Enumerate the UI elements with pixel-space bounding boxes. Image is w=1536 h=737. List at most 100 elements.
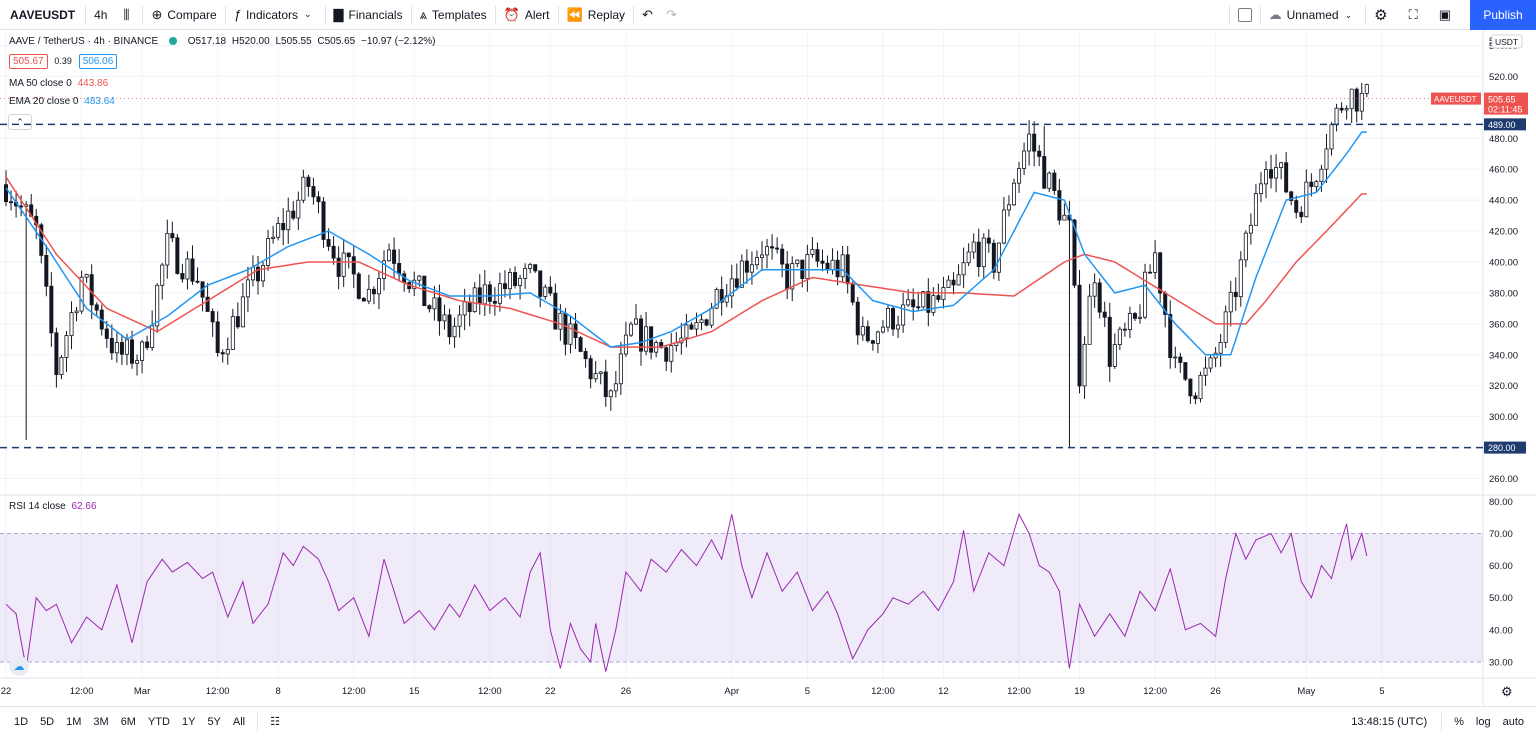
- candle-body: [442, 314, 447, 322]
- range-button-ytd[interactable]: YTD: [147, 715, 170, 728]
- candle-body: [74, 310, 79, 314]
- price-tick-label: 260.00: [1489, 474, 1518, 485]
- ema-label: EMA 20 close 0: [9, 96, 79, 107]
- chevron-down-icon: ⌄: [304, 9, 312, 19]
- level-price-badge: [1484, 118, 1526, 131]
- legend-rsi[interactable]: RSI 14 close 62.66: [9, 501, 97, 512]
- candle-body: [583, 351, 588, 360]
- fullscreen-button[interactable]: ⛶: [1401, 0, 1431, 30]
- candle-body: [528, 264, 533, 269]
- rsi-band-fill: [0, 533, 1483, 662]
- time-tick-label: 19: [1074, 686, 1085, 697]
- candle-body: [1047, 172, 1052, 189]
- candle-body: [392, 249, 397, 264]
- candle-body: [694, 322, 699, 330]
- alert-button[interactable]: ⏰ Alert: [496, 0, 558, 30]
- replay-button[interactable]: ⏪ Replay: [559, 0, 634, 30]
- legend-ma[interactable]: MA 50 close 0 443.86: [9, 78, 108, 89]
- toolbar-right: ☁ Unnamed ⌄ ⚙ ⛶ ▣: [1228, 0, 1464, 30]
- plus-circle-icon: ⊕: [151, 6, 163, 22]
- ma-label: MA 50 close 0: [9, 78, 72, 89]
- candle-body: [215, 321, 220, 353]
- candle-body: [523, 268, 528, 279]
- currency-badge[interactable]: [1491, 34, 1523, 49]
- collapse-legend-button[interactable]: ⌃: [8, 114, 32, 130]
- last-price-badge: [1484, 92, 1528, 115]
- candle-body: [1334, 107, 1339, 126]
- candle-body: [245, 279, 250, 298]
- financials-button[interactable]: ▇ Financials: [326, 0, 411, 30]
- range-button-5y[interactable]: 5Y: [207, 715, 221, 728]
- snapshot-button[interactable]: ▣: [1431, 0, 1464, 30]
- candle-body: [830, 259, 835, 271]
- bid-price-button[interactable]: 505.67: [9, 54, 48, 69]
- auto-toggle[interactable]: auto: [1502, 716, 1524, 728]
- candle-body: [845, 254, 850, 285]
- separator: [142, 5, 144, 24]
- range-button-1d[interactable]: 1D: [14, 715, 29, 728]
- chart-type-button[interactable]: ⫼: [115, 0, 142, 30]
- symbol-search-button[interactable]: AAVEUSDT: [10, 7, 76, 22]
- time-tick-label: 12:00: [871, 686, 895, 697]
- range-button-1m[interactable]: 1M: [66, 715, 82, 728]
- templates-button[interactable]: ⩓ Templates: [412, 0, 495, 30]
- candle-body: [1168, 314, 1173, 358]
- candle-body: [1213, 352, 1218, 359]
- percent-toggle[interactable]: %: [1454, 716, 1464, 728]
- candle-body: [1349, 88, 1354, 110]
- legend-low: L505.55: [275, 36, 312, 47]
- indicators-button[interactable]: ƒ Indicators ⌄: [226, 0, 325, 30]
- candle-body: [1037, 150, 1042, 157]
- candle-body: [89, 274, 94, 306]
- candle-body: [1122, 328, 1127, 331]
- axis-settings-gear-icon[interactable]: ⚙: [1501, 684, 1513, 699]
- price-tick-label: 520.00: [1489, 72, 1518, 83]
- candle-body: [628, 323, 633, 336]
- candle-body: [492, 300, 497, 304]
- candle-body: [1022, 150, 1027, 169]
- candle-body: [578, 337, 583, 352]
- cloud-icon[interactable]: ☁: [9, 656, 29, 676]
- legend-close: C505.65: [317, 36, 356, 47]
- multi-layout-checkbox[interactable]: [1237, 8, 1252, 22]
- candle-body: [971, 241, 976, 253]
- candle-body: [1339, 107, 1344, 111]
- candle-body: [316, 196, 321, 203]
- compare-button[interactable]: ⊕ Compare: [143, 0, 224, 30]
- goto-date-button[interactable]: ☷: [264, 715, 286, 728]
- range-button-6m[interactable]: 6M: [120, 715, 136, 728]
- candle-body: [558, 312, 563, 330]
- candle-body: [361, 297, 366, 302]
- interval-button[interactable]: 4h: [94, 7, 108, 22]
- range-button-5d[interactable]: 5D: [40, 715, 55, 728]
- candle-body: [1198, 374, 1203, 400]
- range-button-all[interactable]: All: [232, 715, 246, 728]
- settings-button[interactable]: ⚙: [1366, 0, 1400, 30]
- clock-time[interactable]: 13:48:15 (UTC): [1351, 716, 1428, 728]
- currency-label: USDT: [1495, 37, 1518, 47]
- candle-body: [956, 274, 961, 286]
- range-button-1y[interactable]: 1Y: [181, 715, 196, 728]
- redo-button[interactable]: ↷: [666, 0, 690, 30]
- log-toggle[interactable]: log: [1475, 716, 1491, 728]
- candle-body: [704, 319, 709, 326]
- candle-body: [714, 289, 719, 309]
- price-tick-label: 400.00: [1489, 258, 1518, 269]
- candle-body: [472, 287, 477, 313]
- layout-menu-button[interactable]: ☁ Unnamed ⌄: [1261, 0, 1366, 30]
- publish-button[interactable]: Publish: [1470, 0, 1536, 30]
- price-chart[interactable]: 5 40.00 520.00 480.00 460.00 440.00 420.00 400.…: [0, 30, 1536, 706]
- candle-body: [452, 325, 457, 338]
- candle-body: [543, 286, 548, 297]
- candle-body: [568, 323, 573, 345]
- candle-body: [634, 318, 639, 325]
- candle-body: [1228, 291, 1233, 313]
- candle-body: [790, 263, 795, 290]
- legend-ema[interactable]: EMA 20 close 0 483.64: [9, 96, 115, 107]
- undo-button[interactable]: ↶: [634, 0, 666, 30]
- ask-price-button[interactable]: 506.06: [78, 54, 118, 69]
- chart-area[interactable]: 5 40.00 520.00 480.00 460.00 440.00 420.00 400.…: [0, 30, 1536, 706]
- range-button-3m[interactable]: 3M: [93, 715, 109, 728]
- candle-body: [240, 296, 245, 328]
- candle-body: [1072, 219, 1077, 286]
